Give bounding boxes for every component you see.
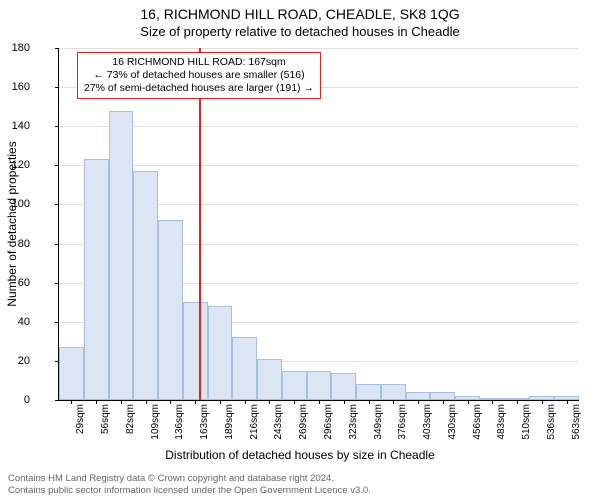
x-tick-mark [393, 400, 394, 404]
x-tick-mark [369, 400, 370, 404]
x-tick-mark [418, 400, 419, 404]
x-tick-mark [517, 400, 518, 404]
grid-line [59, 165, 579, 166]
y-tick-mark [55, 165, 59, 166]
x-tick-mark [96, 400, 97, 404]
x-tick-mark [245, 400, 246, 404]
main-title: 16, RICHMOND HILL ROAD, CHEADLE, SK8 1QG [0, 0, 600, 22]
x-tick-label: 483sqm [496, 404, 507, 440]
y-tick-mark [55, 87, 59, 88]
x-tick-mark [220, 400, 221, 404]
y-tick-mark [55, 283, 59, 284]
x-tick-mark [443, 400, 444, 404]
x-tick-label: 189sqm [224, 404, 235, 440]
x-tick-label: 109sqm [150, 404, 161, 440]
x-tick-label: 510sqm [521, 404, 532, 440]
histogram-bar [109, 111, 134, 400]
histogram-bar [84, 159, 109, 400]
x-tick-label: 456sqm [472, 404, 483, 440]
histogram-bar [59, 347, 84, 400]
histogram-bar [307, 371, 332, 400]
x-tick-mark [170, 400, 171, 404]
x-tick-label: 163sqm [199, 404, 210, 440]
grid-line [59, 48, 579, 49]
annotation-line: 27% of semi-detached houses are larger (… [84, 82, 314, 95]
x-tick-mark [294, 400, 295, 404]
histogram-bar [406, 392, 431, 400]
x-tick-mark [146, 400, 147, 404]
x-tick-mark [468, 400, 469, 404]
y-tick-label: 20 [0, 355, 30, 367]
histogram-bar [133, 171, 158, 400]
y-tick-label: 60 [0, 277, 30, 289]
histogram-bar [282, 371, 307, 400]
annotation-line: ← 73% of detached houses are smaller (51… [84, 69, 314, 82]
y-tick-label: 140 [0, 120, 30, 132]
x-tick-mark [121, 400, 122, 404]
y-tick-label: 0 [0, 394, 30, 406]
x-tick-mark [195, 400, 196, 404]
x-tick-label: 296sqm [323, 404, 334, 440]
x-tick-label: 136sqm [174, 404, 185, 440]
x-tick-label: 216sqm [249, 404, 260, 440]
chart-area: 29sqm56sqm82sqm109sqm136sqm163sqm189sqm2… [58, 48, 578, 400]
x-tick-label: 56sqm [100, 404, 111, 434]
annotation-box: 16 RICHMOND HILL ROAD: 167sqm← 73% of de… [77, 52, 321, 99]
footer-line-2: Contains public sector information licen… [8, 485, 371, 496]
histogram-bar [183, 302, 208, 400]
x-tick-mark [344, 400, 345, 404]
footer-attribution: Contains HM Land Registry data © Crown c… [8, 473, 371, 496]
x-tick-mark [269, 400, 270, 404]
x-tick-label: 243sqm [273, 404, 284, 440]
x-tick-label: 376sqm [397, 404, 408, 440]
x-tick-mark [492, 400, 493, 404]
x-tick-mark [542, 400, 543, 404]
x-tick-label: 29sqm [75, 404, 86, 434]
y-tick-label: 160 [0, 81, 30, 93]
x-tick-label: 403sqm [422, 404, 433, 440]
x-tick-label: 563sqm [571, 404, 582, 440]
histogram-bar [331, 373, 356, 400]
y-tick-label: 180 [0, 42, 30, 54]
footer-line-1: Contains HM Land Registry data © Crown c… [8, 473, 371, 484]
y-tick-mark [55, 204, 59, 205]
y-tick-mark [55, 244, 59, 245]
histogram-bar [158, 220, 183, 400]
y-tick-label: 80 [0, 238, 30, 250]
y-tick-mark [55, 400, 59, 401]
histogram-bar [356, 384, 381, 400]
histogram-bar [257, 359, 282, 400]
y-tick-label: 100 [0, 198, 30, 210]
y-tick-mark [55, 322, 59, 323]
y-tick-mark [55, 126, 59, 127]
x-tick-mark [71, 400, 72, 404]
histogram-bar [381, 384, 406, 400]
x-tick-label: 536sqm [546, 404, 557, 440]
histogram-bar [232, 337, 257, 400]
plot-area: 29sqm56sqm82sqm109sqm136sqm163sqm189sqm2… [58, 48, 579, 401]
histogram-bar [208, 306, 233, 400]
x-tick-label: 349sqm [373, 404, 384, 440]
x-tick-label: 82sqm [125, 404, 136, 434]
x-tick-label: 430sqm [447, 404, 458, 440]
x-axis-label: Distribution of detached houses by size … [0, 448, 600, 462]
x-tick-label: 323sqm [348, 404, 359, 440]
subtitle: Size of property relative to detached ho… [0, 22, 600, 39]
property-marker-line [199, 48, 201, 400]
chart-container: 16, RICHMOND HILL ROAD, CHEADLE, SK8 1QG… [0, 0, 600, 500]
grid-line [59, 126, 579, 127]
x-tick-label: 269sqm [298, 404, 309, 440]
y-tick-label: 40 [0, 316, 30, 328]
y-tick-label: 120 [0, 159, 30, 171]
y-tick-mark [55, 48, 59, 49]
annotation-line: 16 RICHMOND HILL ROAD: 167sqm [84, 56, 314, 69]
x-tick-mark [567, 400, 568, 404]
x-tick-mark [319, 400, 320, 404]
histogram-bar [430, 392, 455, 400]
